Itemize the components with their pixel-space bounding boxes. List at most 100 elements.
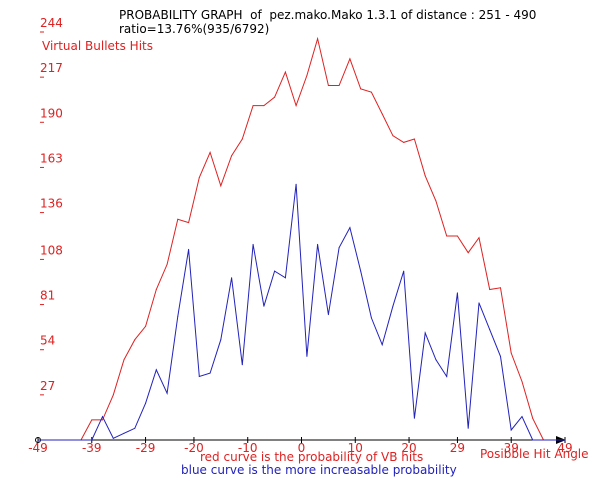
blue-curve-point [209, 372, 211, 374]
red-curve-point [284, 71, 286, 73]
blue-curve-point [263, 305, 265, 307]
red-curve-point [123, 359, 125, 361]
blue-curve-point [413, 417, 415, 419]
red-curve-point [532, 417, 534, 419]
red-curve-point [500, 287, 501, 289]
blue-curve-point [145, 402, 147, 404]
blue-curve-point [392, 305, 394, 307]
red-curve-point [155, 289, 157, 290]
blue-curve-point [543, 439, 544, 441]
blue-curve-point [188, 248, 190, 250]
red-curve-point [188, 222, 190, 224]
blue-curve-point [220, 339, 222, 341]
x-tick-label: 20 [401, 441, 416, 455]
blue-curve-point [231, 277, 233, 279]
x-tick-label: 49 [557, 441, 572, 455]
blue-curve-point [403, 270, 405, 272]
red-curve-point [456, 235, 458, 237]
red-curve-point [392, 135, 394, 137]
blue-curve-point [37, 439, 39, 441]
x-tick-label: 0 [298, 441, 306, 455]
blue-curve-point [306, 355, 308, 357]
red-curve-point [231, 155, 233, 157]
blue-curve-point [295, 183, 297, 185]
y-tick-label: 108 [40, 243, 63, 257]
y-axis-label: Virtual Bullets Hits [42, 39, 153, 53]
blue-curve-point [553, 439, 555, 441]
tick-labels: 27 54 81 108 136 163 190 217 244 -49 -39 -29 -20 -10 0… [28, 16, 572, 455]
red-curve-point [145, 325, 147, 327]
red-curve-point [435, 200, 437, 202]
blue-curve-point [349, 227, 351, 229]
y-tick-label: 54 [40, 334, 55, 348]
y-tick-label: 244 [40, 16, 63, 30]
blue-curve-point [456, 292, 458, 294]
blue-curve-point [166, 392, 168, 394]
red-curve-point [177, 218, 179, 220]
red-curve-point [413, 138, 415, 140]
red-curve-point [327, 85, 329, 86]
x-tick-label: -10 [238, 441, 258, 455]
blue-curve-point [467, 427, 469, 429]
blue-curve-point [564, 439, 566, 441]
red-curve-point [403, 141, 405, 143]
blue-curve-point [102, 416, 103, 418]
blue-curve-point [327, 314, 329, 316]
red-curve-point [102, 419, 103, 421]
red-curve-point [349, 58, 351, 60]
red-curve-point [424, 175, 426, 177]
red-curve-point [263, 105, 265, 107]
blue-curve-point [155, 369, 157, 371]
blue-curve-point [360, 270, 362, 272]
blue-curve-point [284, 277, 286, 279]
red-curve-point [274, 96, 276, 98]
red-curve-point [209, 151, 211, 153]
red-curve-caption: red curve is the probability of VB hits [200, 450, 423, 464]
blue-curve-point [80, 439, 82, 441]
blue-curve-point [510, 429, 512, 431]
blue-curve-point [134, 427, 136, 429]
y-tick-label: 217 [40, 61, 63, 75]
blue-curve-point [478, 302, 480, 304]
x-tick-label: 10 [348, 441, 363, 455]
blue-curve-point [532, 439, 534, 441]
red-curve-point [252, 105, 254, 107]
blue-curve-point [252, 243, 254, 245]
blue-curve-point [112, 437, 114, 439]
red-curve-line [38, 36, 565, 441]
blue-curve-point [446, 376, 448, 377]
blue-curve-point [91, 439, 93, 441]
red-curve-point [446, 235, 448, 237]
y-tick-label: 27 [40, 379, 55, 393]
red-curve-point [306, 75, 308, 76]
x-tick-label: -29 [136, 441, 156, 455]
blue-curve-point [381, 344, 383, 346]
red-curve-point [112, 394, 114, 396]
red-curve-point [338, 85, 340, 86]
red-curve-point [510, 352, 512, 354]
blue-curve-point [274, 270, 276, 272]
y-tick-label: 190 [40, 106, 63, 120]
chart-title: PROBABILITY GRAPH of pez.mako.Mako 1.3.1… [119, 8, 537, 22]
x-axis-label: Posibble Hit Angle [480, 447, 589, 461]
blue-curve-point [435, 359, 437, 361]
red-curve-point [295, 105, 297, 107]
blue-curve-point [48, 439, 50, 441]
red-curve-point [198, 177, 200, 178]
blue-curve-point [424, 332, 426, 334]
x-tick-label: -20 [184, 441, 204, 455]
blue-curve-point [123, 432, 125, 434]
blue-curve-point [338, 247, 340, 249]
blue-curve-point [69, 439, 71, 441]
red-curve-point [166, 263, 168, 265]
blue-curve-point [521, 416, 523, 418]
blue-curve-point [177, 315, 179, 317]
ratio-text: ratio=13.76%(935/6792) [119, 22, 270, 36]
y-tick-label: 81 [40, 289, 55, 303]
red-curve-point [220, 185, 222, 187]
y-tick-label: 163 [40, 151, 63, 165]
red-curve-point [521, 381, 523, 382]
blue-curve-line [38, 184, 565, 441]
red-curve-point [489, 289, 491, 290]
red-curve-point [478, 237, 480, 239]
